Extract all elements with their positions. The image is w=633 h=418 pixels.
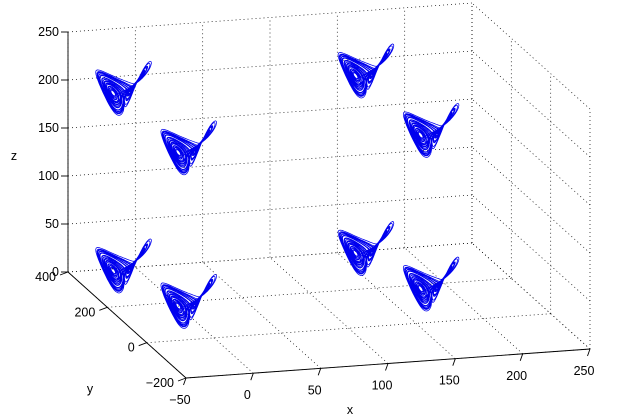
y-tick-label: 200: [74, 305, 95, 319]
tick-labels: −50 0 50 100 150 200 250−200020040005010015020…: [35, 25, 594, 407]
y-tick-mark: [177, 377, 187, 382]
y-axis-line: [67, 271, 187, 379]
grid-line: [135, 266, 254, 374]
grid-line: [269, 257, 389, 364]
attractor-trajectory: [95, 238, 152, 294]
z-tick-label: 150: [38, 121, 59, 135]
x-tick-mark: [385, 363, 389, 371]
x-tick-mark: [587, 348, 591, 357]
grid-line: [471, 98, 591, 206]
attractor-trajectory: [95, 60, 152, 116]
y-tick-label: −200: [146, 376, 174, 390]
z-axis-label: z: [11, 149, 17, 163]
grid-line: [471, 242, 591, 350]
attractor-trajectory: [337, 43, 395, 99]
x-tick-label: 50: [308, 383, 322, 397]
x-tick-label: 150: [439, 374, 460, 388]
attractor-trajectory: [160, 120, 217, 176]
grid-line: [67, 2, 473, 33]
y-tick-mark: [59, 271, 69, 276]
z-tick-label: 0: [52, 265, 59, 279]
z-tick-label: 50: [45, 217, 59, 231]
grid-layer: [67, 2, 591, 379]
x-axis-label: x: [347, 403, 354, 417]
grid-line: [471, 146, 591, 254]
grid-line: [404, 247, 523, 355]
y-axis-label: y: [87, 382, 94, 396]
x-tick-mark: [519, 353, 524, 361]
grid-line: [471, 242, 591, 350]
attractor-trajectory: [160, 274, 217, 329]
y-tick-label: 0: [128, 341, 135, 355]
x-tick-label: 0: [244, 388, 251, 402]
y-tick-mark: [138, 342, 147, 347]
grid-line: [471, 2, 591, 110]
x-tick-mark: [250, 373, 254, 381]
x-tick-mark: [452, 358, 456, 366]
y-tick-label: 400: [35, 270, 56, 284]
x-tick-label: −50: [169, 393, 190, 407]
x-tick-mark: [183, 377, 187, 386]
x-tick-label: 250: [574, 364, 595, 378]
z-tick-label: 100: [38, 169, 59, 183]
z-tick-label: 250: [38, 25, 59, 39]
series-layer: [95, 43, 460, 329]
grid-line: [471, 194, 591, 302]
z-tick-label: 200: [38, 73, 59, 87]
attractor-trajectory: [337, 221, 395, 276]
grid-line: [471, 50, 591, 158]
x-tick-mark: [317, 368, 322, 376]
x-tick-label: 200: [506, 369, 527, 383]
axes-layer: [59, 31, 591, 386]
grid-line: [202, 262, 321, 369]
x-tick-label: 100: [372, 379, 393, 393]
y-tick-mark: [99, 306, 108, 311]
attractor-trajectory: [402, 103, 460, 158]
attractor-trajectory: [402, 256, 460, 312]
